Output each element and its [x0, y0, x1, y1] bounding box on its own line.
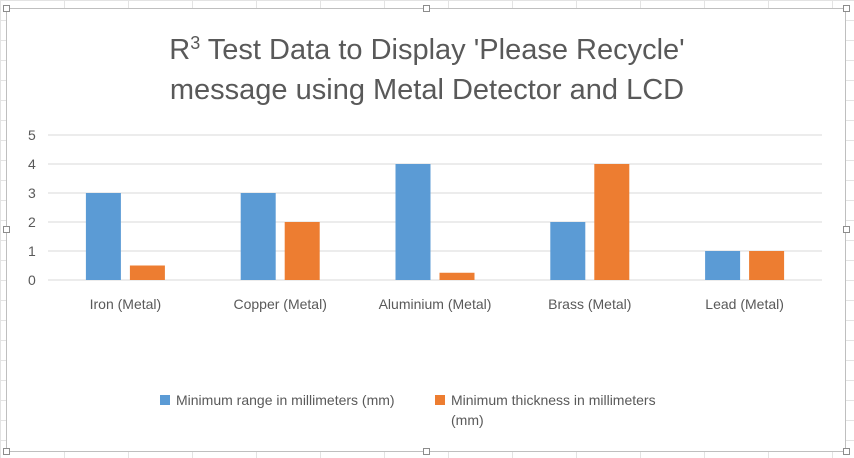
- bar-series-2-1: [129, 265, 165, 280]
- bar-series-1-4: [550, 222, 586, 280]
- resize-handle-top-right[interactable]: [843, 5, 850, 12]
- legend-label-series-2: Minimum thickness in millimeters (mm): [451, 392, 656, 428]
- y-tick-label-2: 2: [28, 214, 36, 230]
- resize-handle-bottom[interactable]: [423, 448, 430, 455]
- bar-series-2-2: [284, 222, 320, 280]
- x-tick-label-2: Copper (Metal): [234, 296, 327, 312]
- legend-swatch-series-1: [160, 395, 170, 405]
- bar-series-2-3: [439, 272, 475, 280]
- bar-series-1-1: [85, 193, 121, 280]
- y-tick-label-3: 3: [28, 185, 36, 201]
- chart-title[interactable]: R3 Test Data to Display 'Please Recycle'…: [0, 30, 854, 110]
- bar-series-1-5: [705, 251, 741, 280]
- y-tick-label-5: 5: [28, 127, 36, 143]
- y-tick-label-4: 4: [28, 156, 36, 172]
- resize-handle-left[interactable]: [3, 226, 10, 233]
- chart-title-line-1: R3 Test Data to Display 'Please Recycle': [169, 33, 685, 66]
- bar-series-2-4: [594, 164, 630, 280]
- resize-handle-top[interactable]: [423, 5, 430, 12]
- title-superscript: 3: [190, 33, 201, 53]
- bar-series-1-3: [395, 164, 431, 280]
- legend-item-series-1[interactable]: Minimum range in millimeters (mm): [160, 390, 395, 430]
- bar-series-2-5: [749, 251, 785, 280]
- y-tick-label-1: 1: [28, 243, 36, 259]
- resize-handle-bottom-right[interactable]: [843, 448, 850, 455]
- legend-swatch-series-2: [435, 395, 445, 405]
- x-tick-label-5: Lead (Metal): [705, 296, 784, 312]
- y-tick-label-0: 0: [28, 272, 36, 288]
- resize-handle-top-left[interactable]: [3, 5, 10, 12]
- resize-handle-bottom-left[interactable]: [3, 448, 10, 455]
- x-tick-label-1: Iron (Metal): [90, 296, 162, 312]
- bar-series-1-2: [240, 193, 276, 280]
- legend-label-series-1: Minimum range in millimeters (mm): [176, 392, 395, 408]
- chart-title-line-2: message using Metal Detector and LCD: [169, 74, 685, 106]
- legend[interactable]: Minimum range in millimeters (mm) Minimu…: [160, 390, 760, 430]
- legend-item-series-2[interactable]: Minimum thickness in millimeters (mm): [435, 390, 670, 430]
- resize-handle-right[interactable]: [843, 226, 850, 233]
- x-tick-label-3: Aluminium (Metal): [379, 296, 492, 312]
- x-tick-label-4: Brass (Metal): [548, 296, 631, 312]
